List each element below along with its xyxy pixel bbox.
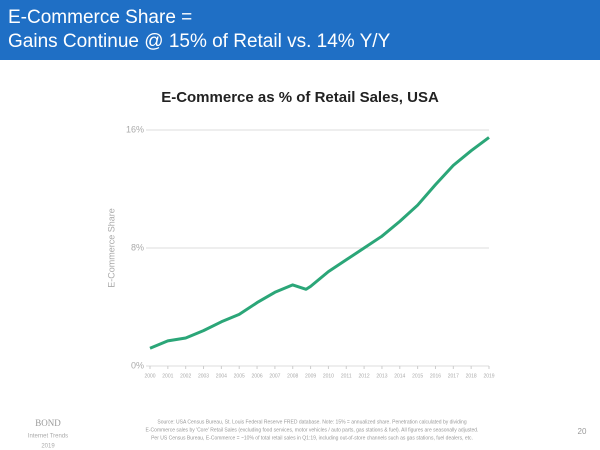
logo: BOND	[35, 418, 61, 428]
x-tick-label: 2009	[305, 373, 316, 379]
y-tick-label: 16%	[126, 124, 144, 134]
y-tick-label: 8%	[131, 242, 144, 252]
x-tick-label: 2006	[251, 373, 262, 379]
x-tick-label: 2010	[323, 373, 334, 379]
x-tick-label: 2014	[394, 373, 405, 379]
header-bar	[0, 0, 600, 60]
slide-title: E-Commerce Share =	[8, 7, 192, 28]
x-tick-label: 2001	[162, 373, 173, 379]
x-tick-label: 2011	[341, 373, 352, 379]
chart-title: E-Commerce as % of Retail Sales, USA	[161, 89, 439, 106]
x-tick-label: 2003	[198, 373, 209, 379]
source: Source: USA Census Bureau, St. Louis Fed…	[157, 419, 466, 425]
logo-sub: 2019	[41, 444, 55, 450]
page-number: 20	[578, 427, 587, 436]
x-tick-label: 2005	[234, 373, 245, 379]
x-tick-label: 2016	[430, 373, 441, 379]
slide-title: Gains Continue @ 15% of Retail vs. 14% Y…	[8, 31, 391, 52]
x-tick-label: 2013	[376, 373, 387, 379]
x-tick-label: 2018	[466, 373, 477, 379]
y-axis-label: E-Commerce Share	[106, 208, 116, 288]
data-line	[149, 136, 490, 350]
x-tick-label: 2008	[287, 373, 298, 379]
x-tick-label: 2015	[412, 373, 423, 379]
x-tick-label: 2012	[359, 373, 370, 379]
x-tick-label: 2000	[144, 373, 155, 379]
x-tick-label: 2004	[216, 373, 227, 379]
source: E-Commerce sales by 'Core' Retail Sales …	[146, 427, 479, 433]
source: Per US Census Bureau, E-Commerce = ~10% …	[151, 435, 473, 441]
x-tick-label: 2017	[448, 373, 459, 379]
x-tick-label: 2002	[180, 373, 191, 379]
y-tick-label: 0%	[131, 360, 144, 370]
logo-sub: Internet Trends	[28, 434, 68, 440]
x-tick-label: 2007	[269, 373, 280, 379]
x-tick-label: 2019	[483, 373, 494, 379]
